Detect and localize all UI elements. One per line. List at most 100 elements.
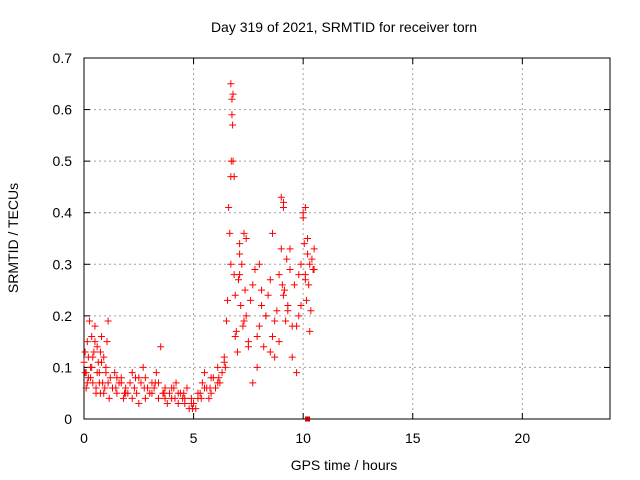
data-point xyxy=(271,353,279,361)
data-point xyxy=(168,384,176,392)
data-point xyxy=(279,291,287,299)
data-point xyxy=(95,379,103,387)
data-point xyxy=(282,317,290,325)
data-point xyxy=(232,327,240,335)
data-point xyxy=(92,389,100,397)
data-point xyxy=(236,240,244,248)
data-point xyxy=(130,384,138,392)
ticks xyxy=(83,57,610,420)
data-point xyxy=(137,379,145,387)
x-axis-label: GPS time / hours xyxy=(291,457,398,473)
data-point xyxy=(102,369,110,377)
data-point xyxy=(161,394,169,402)
data-point xyxy=(278,281,286,289)
data-point xyxy=(301,204,309,212)
data-point xyxy=(180,389,188,397)
data-point xyxy=(271,317,279,325)
grid xyxy=(84,58,610,419)
data-point xyxy=(205,394,213,402)
data-point xyxy=(227,260,235,268)
data-point xyxy=(128,369,136,377)
data-point xyxy=(295,312,303,320)
data-point xyxy=(128,394,136,402)
data-point xyxy=(207,389,215,397)
data-point xyxy=(283,255,291,263)
data-point xyxy=(236,250,244,258)
data-point xyxy=(181,394,189,402)
y-tick-label: 0.5 xyxy=(53,153,73,169)
data-point xyxy=(119,394,127,402)
data-point xyxy=(84,374,92,382)
data-point xyxy=(239,322,247,330)
data-point xyxy=(275,338,283,346)
data-point xyxy=(188,405,196,413)
data-point xyxy=(262,312,270,320)
data-point xyxy=(302,296,310,304)
data-point xyxy=(266,348,274,356)
y-axis-label: SRMTID / TECUs xyxy=(5,183,21,293)
data-point xyxy=(81,348,89,356)
data-point xyxy=(290,281,298,289)
data-point xyxy=(288,353,296,361)
x-tick-label: 15 xyxy=(405,430,421,446)
data-point xyxy=(214,363,222,371)
data-point xyxy=(225,204,233,212)
data-point xyxy=(226,229,234,237)
data-point xyxy=(299,209,307,217)
data-point xyxy=(140,384,148,392)
data-point xyxy=(96,348,104,356)
data-point xyxy=(98,332,106,340)
data-point xyxy=(141,374,149,382)
y-tick-label: 0.2 xyxy=(53,308,73,324)
data-point xyxy=(148,389,156,397)
data-point xyxy=(214,379,222,387)
data-point xyxy=(171,394,179,402)
data-point-square xyxy=(305,416,311,422)
data-point xyxy=(277,193,285,201)
data-point xyxy=(135,400,143,408)
data-points xyxy=(80,80,318,422)
data-point xyxy=(260,343,268,351)
data-point xyxy=(293,322,301,330)
data-point xyxy=(258,302,266,310)
data-point xyxy=(273,307,281,315)
data-point xyxy=(281,286,289,294)
data-point xyxy=(304,235,312,242)
data-point xyxy=(277,245,285,253)
data-point xyxy=(100,389,108,397)
data-point xyxy=(117,379,125,387)
data-point xyxy=(112,384,120,392)
data-point xyxy=(133,389,141,397)
data-point xyxy=(198,379,206,387)
data-point xyxy=(87,363,95,371)
data-point xyxy=(220,358,228,366)
data-point xyxy=(172,379,180,387)
data-point xyxy=(93,343,101,351)
data-point xyxy=(306,260,314,268)
data-point xyxy=(80,358,88,366)
data-point xyxy=(187,400,195,408)
data-point xyxy=(266,276,274,284)
data-point xyxy=(300,240,308,248)
data-point xyxy=(286,265,294,273)
data-point xyxy=(218,369,226,377)
data-point xyxy=(104,379,112,387)
y-tick-label: 0.6 xyxy=(53,102,73,118)
data-point xyxy=(227,157,235,165)
data-point xyxy=(174,400,182,408)
data-point xyxy=(206,384,214,392)
data-point xyxy=(238,260,246,268)
y-tick-label: 0.7 xyxy=(53,50,73,66)
data-point xyxy=(308,255,316,263)
data-point xyxy=(126,379,134,387)
data-point xyxy=(91,338,99,346)
data-point xyxy=(98,358,106,366)
data-point xyxy=(286,245,294,253)
data-point xyxy=(160,389,168,397)
data-point xyxy=(237,302,245,310)
data-point xyxy=(194,389,202,397)
x-tick-label: 5 xyxy=(190,430,198,446)
data-point xyxy=(233,348,241,356)
data-point xyxy=(229,90,237,98)
